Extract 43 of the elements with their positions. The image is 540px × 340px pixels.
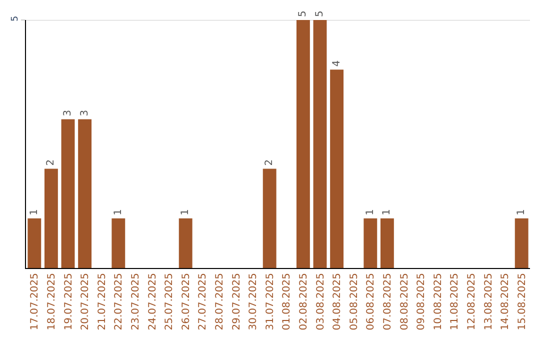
- x-tick-label: 05.08.2025: [348, 273, 360, 330]
- x-tick-label: 17.07.2025: [30, 273, 41, 330]
- data-label: 3: [62, 110, 74, 116]
- x-tick-label: 25.07.2025: [164, 273, 176, 330]
- x-tick-label: 07.08.2025: [382, 273, 394, 330]
- data-label: 3: [79, 110, 90, 116]
- x-tick-label: 23.07.2025: [130, 273, 142, 330]
- x-tick-label: 01.08.2025: [282, 273, 293, 330]
- x-tick-label: 10.08.2025: [432, 273, 444, 330]
- x-tick-label: 18.07.2025: [46, 273, 58, 330]
- x-tick-label: 19.07.2025: [63, 273, 74, 330]
- x-tick-label: 03.08.2025: [315, 273, 326, 330]
- x-tick-label: 27.07.2025: [198, 273, 209, 330]
- data-label: 1: [364, 209, 376, 216]
- data-label: 2: [46, 159, 57, 166]
- x-tick-label: 31.07.2025: [264, 273, 276, 330]
- x-tick-label: 29.07.2025: [231, 273, 242, 330]
- x-tick-label: 20.07.2025: [80, 273, 92, 330]
- data-label: 1: [28, 209, 40, 216]
- x-tick-label: 02.08.2025: [298, 273, 310, 330]
- x-tick-label: 30.07.2025: [248, 273, 260, 330]
- x-tick-label: 21.07.2025: [96, 273, 108, 330]
- x-tick-label: 08.08.2025: [399, 273, 410, 330]
- data-label: 2: [264, 159, 276, 166]
- x-tick-label: 09.08.2025: [416, 273, 428, 330]
- data-label: 5: [298, 10, 309, 17]
- x-tick-label: 12.08.2025: [466, 273, 478, 330]
- data-label: 5: [314, 10, 326, 17]
- data-label: 1: [516, 209, 528, 216]
- data-label: 1: [112, 209, 124, 216]
- x-tick-label: 04.08.2025: [332, 273, 344, 330]
- x-tick-label: 15.08.2025: [516, 273, 528, 330]
- data-label: 4: [331, 60, 342, 67]
- x-tick-label: 24.07.2025: [147, 273, 158, 330]
- x-tick-label: 13.08.2025: [483, 273, 494, 330]
- x-tick-label: 06.08.2025: [366, 273, 377, 330]
- x-tick-label: 22.07.2025: [114, 273, 125, 330]
- x-tick-label: 26.07.2025: [180, 273, 192, 330]
- x-tick-label: 14.08.2025: [500, 273, 512, 330]
- data-label: 1: [382, 209, 393, 216]
- data-label: 1: [180, 209, 192, 216]
- x-tick-label: 11.08.2025: [450, 273, 461, 330]
- x-tick-label: 28.07.2025: [214, 273, 226, 330]
